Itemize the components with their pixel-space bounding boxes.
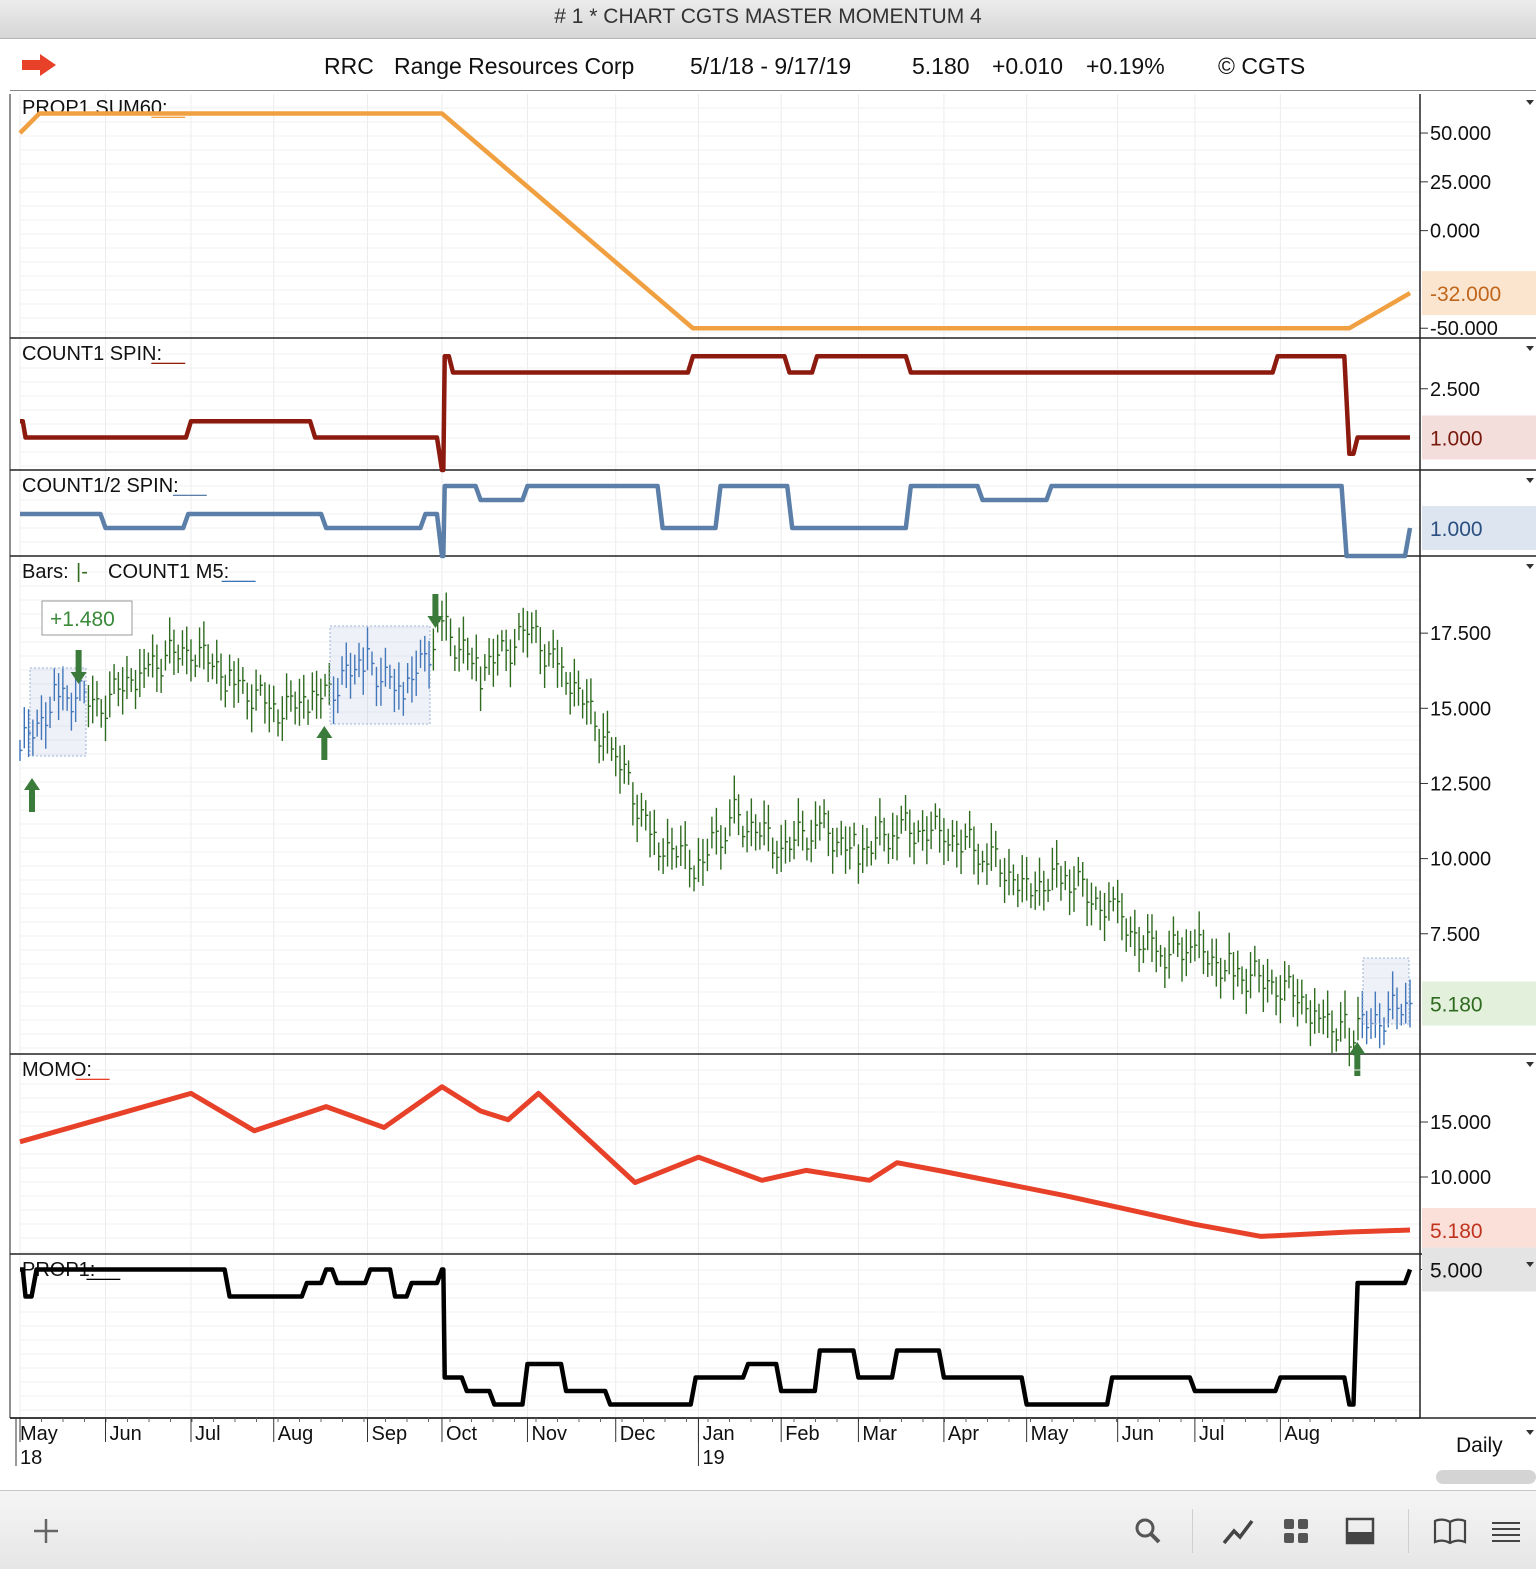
x-month-label: Feb [785,1423,819,1445]
last-value-label: 5.000 [1430,1260,1483,1283]
plus-icon[interactable] [26,1511,66,1551]
x-month-label: May [20,1423,58,1445]
menu-icon[interactable] [1486,1511,1526,1551]
series-line [18,111,1412,331]
panel-menu-icon [1526,1262,1534,1267]
down-arrow [427,594,444,628]
panel-menu-icon [1526,346,1534,351]
bottom-toolbar [0,1490,1536,1569]
x-month-label: Jun [1122,1423,1154,1445]
pattern-highlight-box [1362,957,1410,1025]
panel-title: COUNT1 SPIN: [22,343,162,365]
x-month-label: Mar [862,1423,897,1445]
last-value-label: 5.180 [1430,993,1483,1016]
date-range: 5/1/18 - 9/17/19 [690,53,852,79]
last-value-label: 1.000 [1430,518,1483,541]
y-tick-label: 2.500 [1430,379,1480,401]
y-tick-label: 7.500 [1430,924,1480,946]
panel-menu-icon [1526,1062,1534,1067]
x-month-label: Aug [278,1423,314,1445]
annotation-box [41,600,133,636]
legend-swatch: ___ [151,343,186,365]
up-arrow [1349,1042,1366,1076]
horizontal-scrollbar[interactable] [1436,1470,1536,1484]
x-month-label: Jul [195,1423,221,1445]
y-tick-label: 10.000 [1430,849,1491,871]
x-month-label: Nov [531,1423,567,1445]
series-line [20,483,1413,559]
book-icon[interactable] [1430,1511,1470,1551]
legend-bar-symbol: |- [76,561,88,583]
chart-header: RRC Range Resources Corp 5/1/18 - 9/17/1… [10,40,1536,91]
x-month-label: Jan [702,1423,734,1445]
y-tick-label: 0.000 [1430,221,1480,243]
pattern-highlight-box [329,625,431,725]
timeframe-label: Daily [1456,1434,1503,1457]
panel-menu-icon [1526,100,1534,105]
series-line [20,1267,1413,1407]
series-line [20,354,1410,473]
panel-menu-icon [1526,564,1534,569]
series-line [19,1084,1411,1239]
window-title: # 1 * CHART CGTS MASTER MOMENTUM 4 [0,0,1536,39]
y-tick-label: 10.000 [1430,1167,1491,1189]
x-year-label: 18 [20,1447,42,1469]
red-arrow-icon[interactable] [20,53,60,77]
timeframe-menu-icon [1526,1430,1534,1435]
search-icon[interactable] [1128,1511,1168,1551]
toolbar-separator [1408,1509,1409,1553]
price-change: +0.010 [992,53,1063,79]
last-value-label: 1.000 [1430,428,1483,451]
last-value-badge [1422,981,1536,1026]
legend-swatch: ___ [75,1059,110,1081]
percent-change: +0.19% [1086,53,1165,79]
up-arrow [24,778,40,812]
x-month-label: Jul [1199,1423,1225,1445]
up-arrow [316,726,333,760]
x-year-label: 19 [702,1447,724,1469]
y-tick-label: 17.500 [1430,623,1491,645]
annotation-label: +1.480 [50,608,115,631]
x-month-label: Dec [620,1423,656,1445]
legend-swatch: ___ [221,561,256,583]
panel-title: MOMO: [22,1059,92,1081]
y-tick-label: 15.000 [1430,1112,1491,1134]
last-value-badge [1422,415,1536,460]
y-tick-label: 15.000 [1430,698,1491,720]
symbol: RRC [324,53,374,79]
y-tick-label: 25.000 [1430,172,1491,194]
last-value-badge [1422,271,1536,316]
last-value-badge [1422,1208,1536,1253]
x-month-label: May [1031,1423,1069,1445]
drawing-line-icon[interactable] [1218,1511,1258,1551]
y-tick-label: -50.000 [1430,318,1498,340]
panel-secondary-title: COUNT1 M5: [108,561,229,583]
toolbar-separator [1192,1509,1193,1553]
company-name: Range Resources Corp [394,53,635,79]
last-value-label: 5.180 [1430,1220,1483,1243]
last-value-label: -32.000 [1430,283,1501,306]
panel-title: Bars: [22,561,69,583]
panel-title: COUNT1/2 SPIN: [22,475,179,497]
legend-swatch: ___ [172,475,207,497]
x-month-label: Aug [1284,1423,1320,1445]
panel-layout-icon[interactable] [1340,1511,1380,1551]
x-month-label: Jun [109,1423,141,1445]
x-month-label: Sep [372,1423,408,1445]
down-arrow [70,650,87,684]
last-price: 5.180 [912,53,970,79]
last-value-badge [1422,506,1536,550]
copyright: © CGTS [1218,53,1306,79]
panel-menu-icon [1526,478,1534,483]
x-month-label: Apr [948,1423,979,1445]
last-value-badge [1422,1247,1536,1292]
y-tick-label: 12.500 [1430,773,1491,795]
x-month-label: Oct [446,1423,478,1445]
pattern-highlight-box [29,667,87,757]
y-tick-label: 50.000 [1430,123,1491,145]
grid-layout-icon[interactable] [1276,1511,1316,1551]
